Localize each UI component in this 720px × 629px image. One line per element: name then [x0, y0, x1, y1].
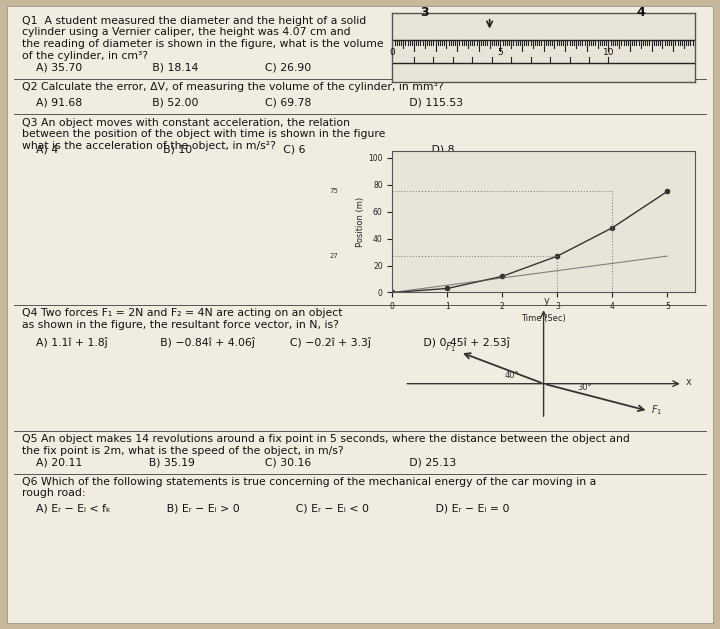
- Text: 0: 0: [390, 48, 395, 57]
- Text: A) 91.68                    B) 52.00                   C) 69.78                 : A) 91.68 B) 52.00 C) 69.78: [22, 97, 463, 108]
- Text: A) 20.11                   B) 35.19                    C) 30.16                 : A) 20.11 B) 35.19 C) 30.16: [22, 458, 456, 468]
- Y-axis label: Position (m): Position (m): [356, 197, 366, 247]
- Text: A) 4                              B) 10                          C) 6           : A) 4 B) 10 C) 6: [22, 145, 454, 155]
- Text: 75: 75: [329, 189, 338, 194]
- Text: x: x: [685, 377, 691, 387]
- Text: 10: 10: [603, 48, 614, 57]
- Text: Q1  A student measured the diameter and the height of a solid
cylinder using a V: Q1 A student measured the diameter and t…: [22, 16, 383, 60]
- Text: A) 35.70                    B) 18.14                   C) 26.90                 : A) 35.70 B) 18.14 C) 26.90: [22, 63, 449, 73]
- Text: Q3 An object moves with constant acceleration, the relation
between the position: Q3 An object moves with constant acceler…: [22, 118, 385, 151]
- Text: $F_1$: $F_1$: [445, 340, 456, 353]
- Text: Q2 Calculate the error, ΔV, of measuring the volume of the cylinder, in mm³?: Q2 Calculate the error, ΔV, of measuring…: [22, 82, 443, 92]
- FancyBboxPatch shape: [7, 6, 713, 623]
- Text: Q5 An object makes 14 revolutions around a fix point in 5 seconds, where the dis: Q5 An object makes 14 revolutions around…: [22, 434, 629, 455]
- Text: 27: 27: [329, 253, 338, 259]
- Text: 40°: 40°: [504, 370, 519, 380]
- Text: A) 1.1î + 1.8ĵ               B) −0.84î + 4.06ĵ          C) −0.2î + 3.3ĵ         : A) 1.1î + 1.8ĵ B) −0.84î + 4.06ĵ C) −0.2…: [22, 337, 509, 347]
- Text: y: y: [544, 296, 549, 306]
- Text: A) Eᵣ − Eᵢ < fₖ                B) Eᵣ − Eᵢ > 0                C) Eᵣ − Eᵢ < 0     : A) Eᵣ − Eᵢ < fₖ B) Eᵣ − Eᵢ > 0 C) Eᵣ − E…: [22, 503, 509, 513]
- Text: Q4 Two forces F₁ = 2N and F₂ = 4N are acting on an object
as shown in the figure: Q4 Two forces F₁ = 2N and F₂ = 4N are ac…: [22, 308, 342, 330]
- Text: Q6 Which of the following statements is true concerning of the mechanical energy: Q6 Which of the following statements is …: [22, 477, 596, 498]
- Text: 30°: 30°: [577, 382, 592, 392]
- Text: 3: 3: [420, 6, 429, 19]
- Text: 4: 4: [636, 6, 645, 19]
- Text: $F_1$: $F_1$: [652, 403, 662, 417]
- Text: 5: 5: [498, 48, 503, 57]
- X-axis label: Time (Sec): Time (Sec): [521, 314, 566, 323]
